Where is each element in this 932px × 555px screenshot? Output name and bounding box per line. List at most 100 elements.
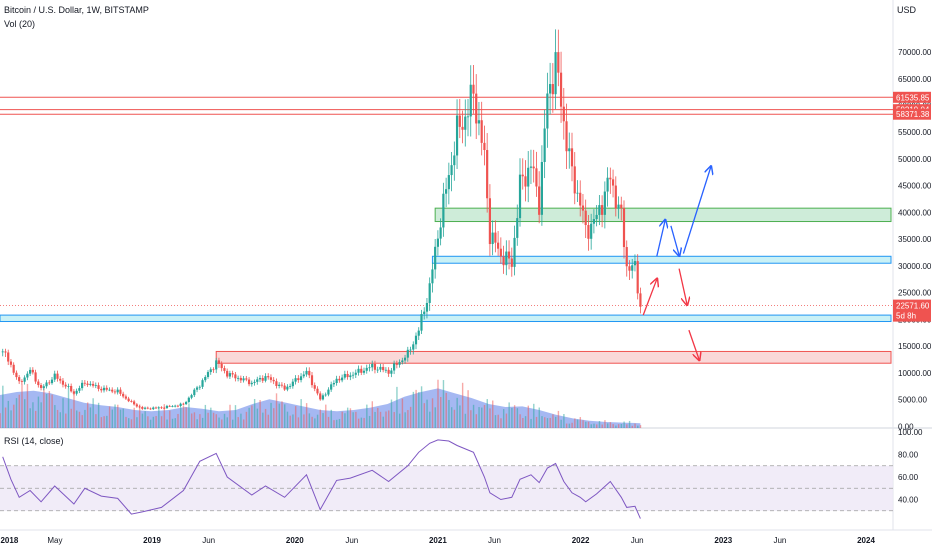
candle-body xyxy=(91,383,95,386)
volume-bar xyxy=(554,416,557,428)
volume-bar xyxy=(201,417,204,428)
candle-body xyxy=(543,128,546,162)
candle-body xyxy=(401,360,404,363)
rsi-label: RSI (14, close) xyxy=(4,436,64,446)
candle-body xyxy=(393,363,396,371)
volume-bar xyxy=(218,417,220,428)
volume-bar xyxy=(486,399,488,428)
candle-body xyxy=(75,390,78,394)
volume-bar xyxy=(628,420,631,428)
volume-bar xyxy=(119,409,122,428)
volume-bar xyxy=(24,399,26,428)
volume-bar xyxy=(385,411,387,428)
candle-body xyxy=(165,405,169,409)
candle-body xyxy=(639,293,642,307)
candle-body xyxy=(412,344,415,350)
candle-body xyxy=(45,382,48,387)
candle-body xyxy=(201,380,204,387)
volume-bar xyxy=(330,409,332,428)
volume-bar xyxy=(248,407,250,428)
price-tick-label: 40000.00 xyxy=(898,208,932,217)
candle-body xyxy=(529,166,533,168)
candle-body xyxy=(97,385,100,389)
candle-body xyxy=(439,227,442,239)
candle-body xyxy=(445,189,448,194)
volume-bar xyxy=(576,419,579,428)
volume-bar xyxy=(45,393,48,428)
volume-bar xyxy=(95,414,97,428)
candle-body xyxy=(18,377,21,382)
volume-bar xyxy=(251,405,253,428)
candle-body xyxy=(458,115,461,127)
candle-body xyxy=(450,165,453,176)
candle-body xyxy=(335,378,338,384)
price-tick-label: 5000.00 xyxy=(898,396,927,405)
volume-bar xyxy=(242,419,245,428)
candle-body xyxy=(83,382,86,384)
candle-body xyxy=(195,387,199,390)
candle-body xyxy=(242,378,245,381)
volume-bar xyxy=(314,418,316,428)
candle-body xyxy=(176,405,179,407)
volume-bar xyxy=(169,410,171,428)
time-tick-label: 2020 xyxy=(286,536,304,545)
volume-bar xyxy=(86,402,89,428)
candle-body xyxy=(546,93,549,129)
volume-bar xyxy=(459,405,461,428)
volume-bar xyxy=(429,411,431,428)
candle-body xyxy=(39,385,43,388)
countdown-text: 5d 8h xyxy=(896,312,916,321)
volume-bar xyxy=(70,408,72,428)
candle-body xyxy=(261,377,264,381)
candle-body xyxy=(431,269,434,284)
red-zone xyxy=(215,350,892,364)
volume-bar xyxy=(54,405,56,428)
volume-bar xyxy=(360,417,363,428)
volume-bar xyxy=(286,411,289,428)
price-tick-label: 35000.00 xyxy=(898,235,932,244)
volume-bar xyxy=(160,416,163,428)
volume-bar xyxy=(412,391,415,428)
volume-bar xyxy=(527,405,530,428)
candle-body xyxy=(31,369,34,373)
volume-bar xyxy=(281,401,283,428)
price-badge-1 xyxy=(893,91,931,103)
volume-bar xyxy=(401,398,404,428)
volume-bar xyxy=(144,411,146,428)
candle-body xyxy=(453,155,456,166)
candle-body xyxy=(223,368,226,371)
volume-bar xyxy=(519,414,521,428)
volume-bar xyxy=(505,413,508,428)
candle-body xyxy=(351,374,355,376)
volume-bar xyxy=(524,416,527,428)
volume-bar xyxy=(409,406,412,428)
time-tick-label: Jun xyxy=(488,536,501,545)
price-tick-label: 25000.00 xyxy=(898,289,932,298)
candle-body xyxy=(29,369,32,374)
symbol-title: Bitcoin / U.S. Dollar, 1W, BITSTAMP xyxy=(4,5,149,15)
volume-bar xyxy=(100,417,103,428)
volume-bar xyxy=(308,413,311,428)
volume-bar xyxy=(267,414,270,428)
candle-body xyxy=(466,116,470,118)
candle-body xyxy=(124,396,127,399)
candle-body xyxy=(576,192,579,194)
candle-body xyxy=(86,383,89,385)
candle-body xyxy=(321,395,325,400)
volume-bar xyxy=(502,409,505,428)
volume-bar xyxy=(37,396,40,428)
candle-body xyxy=(368,367,371,369)
volume-bar xyxy=(388,410,390,428)
candle-body xyxy=(171,406,174,407)
volume-bar xyxy=(122,408,124,428)
volume-bar xyxy=(193,412,196,428)
candle-body xyxy=(299,376,303,381)
candle-body xyxy=(376,369,379,371)
volume-bar xyxy=(481,407,483,428)
volume-bar xyxy=(21,384,23,428)
candle-body xyxy=(551,84,554,95)
candle-body xyxy=(302,374,305,377)
candle-body xyxy=(631,265,634,271)
